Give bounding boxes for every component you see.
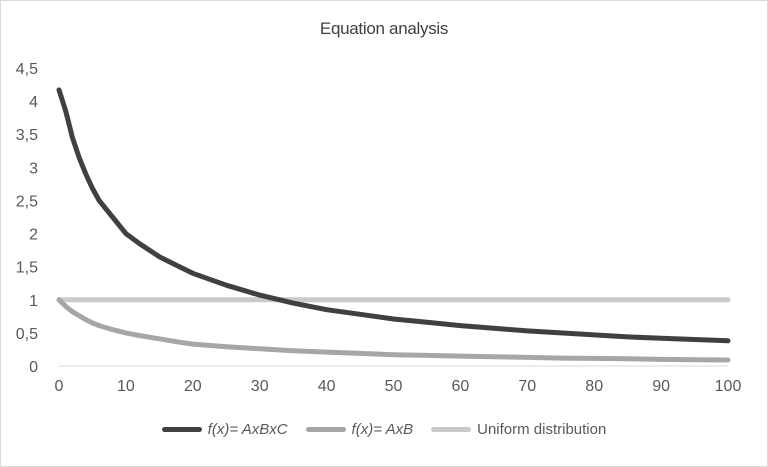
- y-tick-label: 3,5: [16, 127, 38, 144]
- legend-item-axb: f(x) = AxB: [305, 421, 414, 438]
- x-tick-label: 50: [385, 378, 403, 395]
- x-tick-label: 10: [117, 378, 135, 395]
- x-tick-label: 30: [251, 378, 269, 395]
- legend-swatch-uniform: [431, 427, 472, 432]
- y-tick-label: 1: [29, 293, 38, 310]
- legend-item-axbxc: f(x) = AxBxC: [161, 421, 288, 438]
- x-tick-label: 60: [452, 378, 470, 395]
- legend-label-uniform: Uniform distribution: [477, 421, 607, 438]
- x-tick-label: 70: [518, 378, 536, 395]
- chart-title: Equation analysis: [319, 19, 449, 38]
- legend: f(x) = AxBxC f(x) = AxB Uniform distribu…: [0, 421, 768, 438]
- y-tick-label: 2: [29, 227, 38, 244]
- x-tick-label: 100: [715, 378, 742, 395]
- legend-item-uniform: Uniform distribution: [431, 421, 606, 438]
- x-axis-ticks: 0 10 20 30 40 50 60 70 80 90 100: [55, 378, 742, 395]
- x-tick-label: 0: [55, 378, 64, 395]
- series-line-axbxc: [56, 87, 731, 344]
- y-tick-label: 0: [29, 359, 38, 376]
- legend-swatch-axb: [305, 427, 346, 432]
- y-tick-label: 1,5: [16, 260, 38, 277]
- legend-swatch-axbxc: [161, 427, 202, 432]
- legend-label-axbxc-prefix: f(x): [207, 421, 230, 438]
- y-tick-label: 2,5: [16, 193, 38, 210]
- legend-label-axbxc-suffix: = AxBxC: [229, 421, 288, 438]
- y-tick-label: 0,5: [16, 326, 38, 343]
- x-tick-label: 80: [585, 378, 603, 395]
- y-tick-label: 4: [29, 94, 38, 111]
- x-tick-label: 40: [318, 378, 336, 395]
- y-axis-ticks: 0 0,5 1 1,5 2 2,5 3 3,5 4 4,5: [16, 61, 38, 376]
- y-tick-label: 4,5: [16, 61, 38, 78]
- legend-label-axb-prefix: f(x): [351, 421, 374, 438]
- x-tick-label: 90: [652, 378, 670, 395]
- series-line-axb: [56, 297, 731, 363]
- legend-label-axb-suffix: = AxB: [373, 421, 414, 438]
- y-tick-label: 3: [29, 160, 38, 177]
- series-group: [56, 87, 731, 363]
- x-tick-label: 20: [184, 378, 202, 395]
